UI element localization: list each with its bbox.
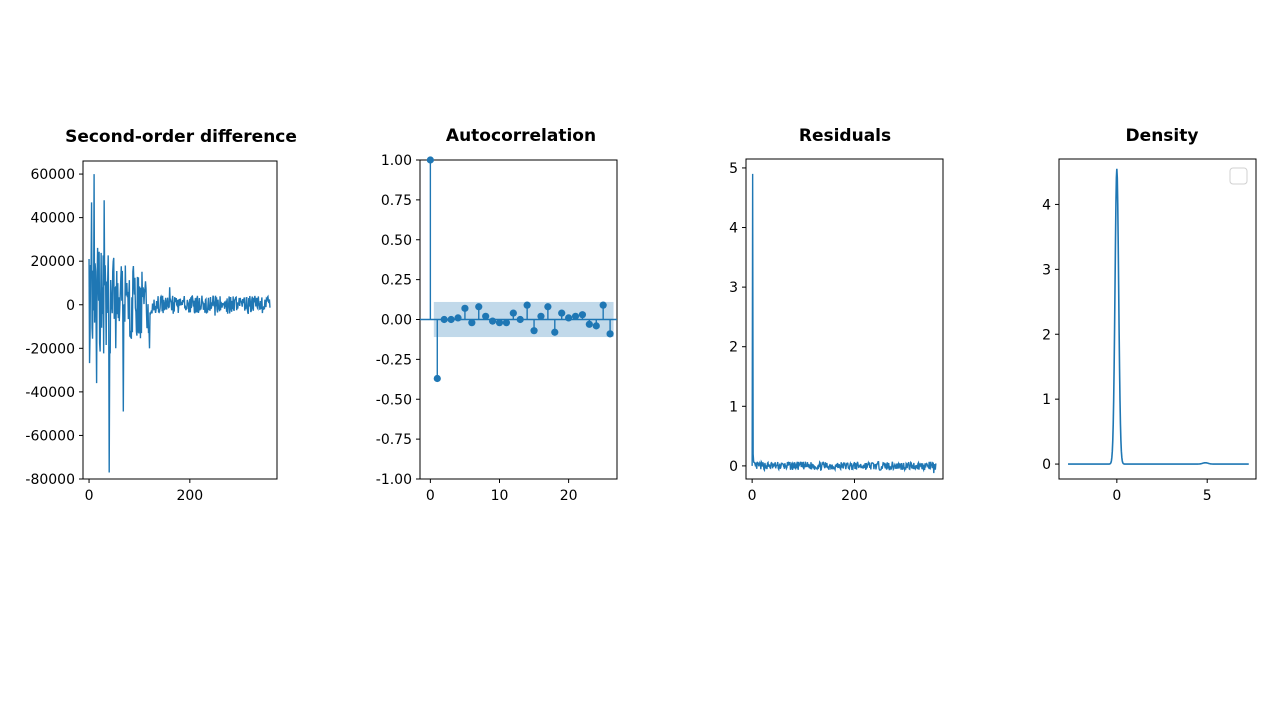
x-tick-label: 0 (426, 488, 435, 504)
acf-marker (482, 312, 490, 320)
acf-marker (426, 156, 434, 164)
y-tick-label: 20000 (30, 254, 75, 270)
y-tick-label: -0.25 (376, 352, 412, 368)
y-tick-label: 60000 (30, 167, 75, 183)
y-tick-label: 40000 (30, 211, 75, 227)
y-tick-label: 3 (1042, 262, 1051, 278)
acf-marker (606, 330, 614, 338)
y-tick-label: 4 (729, 221, 738, 237)
plot-frame (745, 158, 944, 480)
acf-marker (599, 301, 607, 309)
axis-ticks: 4 3 2 1 0 0 5 (1042, 197, 1212, 504)
y-tick-label: -60000 (25, 428, 75, 444)
acf-marker (495, 319, 504, 327)
acf-marker (585, 320, 593, 328)
acf-marker (454, 314, 462, 322)
series-line (88, 174, 271, 473)
chart-title: Second-order difference (65, 127, 297, 147)
acf-marker (565, 314, 573, 322)
chart-residuals: Residuals 5 4 3 2 1 00 200 (729, 126, 944, 504)
x-tick-label: 20 (560, 488, 578, 504)
chart-title: Autocorrelation (446, 126, 596, 146)
chart-autocorrelation: Autocorrelation 1.00 0.75 0.50 0.25 0.00 -0.2… (376, 126, 618, 504)
acf-marker (571, 312, 580, 320)
acf-marker (440, 315, 448, 324)
acf-marker (502, 319, 511, 327)
density-line (1068, 168, 1249, 465)
acf-marker (558, 309, 566, 317)
y-tick-label: 1.00 (381, 153, 412, 169)
acf-marker (461, 304, 469, 312)
acf-marker (578, 311, 587, 319)
plot-frame (1058, 158, 1257, 480)
acf-marker (537, 312, 545, 320)
y-tick-label: 0 (729, 459, 738, 475)
data-marks (751, 173, 937, 474)
y-tick-label: 0.25 (381, 273, 412, 289)
acf-marker (447, 315, 455, 324)
acf-marker (509, 309, 517, 317)
y-tick-label: 2 (1042, 327, 1051, 343)
acf-marker (488, 317, 497, 325)
axis-ticks: 5 4 3 2 1 00 200 (729, 161, 868, 504)
x-tick-label: 0 (1112, 488, 1121, 504)
acf-marker (468, 319, 476, 327)
y-tick-label: -1.00 (376, 472, 412, 488)
axis-ticks: 1.00 0.75 0.50 0.25 0.00 -0.25 -0.50 -0.75 -1.00… (376, 153, 578, 504)
acf-marker (544, 303, 552, 311)
y-tick-label: 2 (729, 340, 738, 356)
acf-marker (530, 327, 538, 335)
y-tick-label: 0.75 (381, 193, 412, 209)
x-tick-label: 5 (1203, 488, 1212, 504)
y-tick-label: 5 (729, 161, 738, 177)
acf-marker (516, 315, 524, 324)
axis-ticks: 60000 40000 20000 0 -20000 -40000 -60000 -80000… (25, 167, 203, 504)
y-tick-label: 1 (1042, 392, 1051, 408)
x-tick-label: 200 (176, 488, 203, 504)
chart-title: Residuals (799, 126, 891, 146)
y-tick-label: -0.50 (376, 392, 412, 408)
y-tick-label: 3 (729, 280, 738, 296)
x-tick-label: 0 (748, 488, 757, 504)
y-tick-label: 4 (1042, 197, 1051, 213)
x-tick-label: 0 (85, 488, 94, 504)
acf-marker (551, 328, 559, 336)
y-tick-label: -40000 (25, 385, 75, 401)
y-tick-label: 1 (729, 399, 738, 415)
y-tick-label: 0.50 (381, 233, 412, 249)
plot-frame (82, 160, 278, 480)
y-tick-label: 0 (1042, 457, 1051, 473)
data-marks (1068, 168, 1249, 465)
acf-marker (475, 303, 483, 311)
chart-density: Density 4 3 2 1 0 0 5 (1042, 126, 1257, 504)
x-tick-label: 200 (841, 488, 868, 504)
acf-marker (523, 301, 531, 309)
chart-second-order-difference: Second-order difference 60000 40000 20000 0… (25, 127, 297, 504)
legend-box (1229, 167, 1248, 185)
chart-title: Density (1126, 126, 1199, 146)
data-marks (420, 156, 617, 383)
x-tick-label: 10 (491, 488, 509, 504)
y-tick-label: -0.75 (376, 432, 412, 448)
y-tick-label: 0.00 (381, 313, 412, 329)
acf-marker (592, 322, 600, 330)
acf-marker (433, 374, 441, 383)
y-tick-label: -20000 (25, 341, 75, 357)
y-tick-label: 0 (66, 298, 75, 314)
data-marks (88, 174, 271, 473)
series-line (751, 173, 937, 474)
y-tick-label: -80000 (25, 472, 75, 488)
